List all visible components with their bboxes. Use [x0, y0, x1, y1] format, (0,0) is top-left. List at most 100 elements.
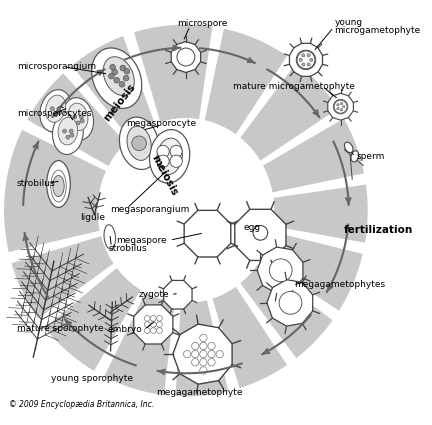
Circle shape	[310, 58, 313, 62]
Text: microsporocytes: microsporocytes	[17, 110, 92, 119]
Circle shape	[208, 351, 215, 358]
Circle shape	[299, 58, 302, 62]
Text: egg: egg	[244, 224, 261, 232]
Circle shape	[279, 292, 302, 314]
Circle shape	[119, 82, 125, 87]
Circle shape	[216, 351, 223, 358]
Ellipse shape	[98, 119, 273, 302]
Circle shape	[110, 64, 115, 70]
Circle shape	[80, 119, 84, 123]
Wedge shape	[60, 62, 186, 210]
Circle shape	[253, 226, 268, 240]
Polygon shape	[257, 247, 303, 294]
Circle shape	[334, 100, 347, 113]
Circle shape	[200, 367, 207, 374]
Wedge shape	[186, 52, 299, 210]
Circle shape	[120, 65, 126, 71]
Circle shape	[302, 54, 305, 57]
Circle shape	[208, 343, 215, 350]
Text: strobilus: strobilus	[17, 178, 56, 188]
Polygon shape	[267, 280, 313, 326]
Circle shape	[58, 111, 62, 115]
Ellipse shape	[149, 130, 190, 183]
Ellipse shape	[92, 48, 142, 108]
Text: mature microgametophyte: mature microgametophyte	[233, 82, 355, 91]
Wedge shape	[16, 116, 186, 210]
Ellipse shape	[51, 170, 66, 202]
Circle shape	[66, 135, 70, 139]
Wedge shape	[186, 210, 299, 369]
Text: zygote: zygote	[139, 290, 170, 299]
Circle shape	[307, 63, 310, 66]
Circle shape	[192, 343, 199, 350]
Ellipse shape	[119, 117, 159, 170]
Wedge shape	[186, 210, 372, 255]
Ellipse shape	[53, 112, 83, 154]
Text: megasporocyte: megasporocyte	[127, 119, 197, 128]
Text: megagametophyte: megagametophyte	[156, 388, 243, 397]
Text: microgametophyte: microgametophyte	[334, 26, 421, 35]
Circle shape	[51, 107, 54, 111]
Circle shape	[340, 108, 343, 111]
Text: microsporangium: microsporangium	[17, 62, 96, 71]
Text: embryo: embryo	[108, 325, 143, 334]
Text: sperm: sperm	[357, 152, 385, 161]
Ellipse shape	[58, 117, 78, 145]
Circle shape	[208, 359, 215, 366]
Circle shape	[144, 322, 150, 327]
Ellipse shape	[333, 99, 348, 114]
Polygon shape	[173, 324, 232, 384]
Circle shape	[192, 351, 199, 358]
Ellipse shape	[45, 95, 66, 122]
Text: megasporangium: megasporangium	[111, 205, 190, 214]
Ellipse shape	[5, 25, 367, 396]
Wedge shape	[33, 210, 186, 332]
Circle shape	[132, 136, 146, 150]
Circle shape	[144, 315, 150, 321]
Circle shape	[269, 259, 292, 282]
Text: megagametophytes: megagametophytes	[294, 280, 385, 289]
Circle shape	[297, 51, 315, 69]
Ellipse shape	[103, 57, 134, 96]
Circle shape	[307, 54, 310, 57]
Circle shape	[150, 328, 156, 333]
Circle shape	[184, 351, 191, 358]
Wedge shape	[186, 210, 241, 395]
Circle shape	[200, 334, 207, 342]
Text: meiosis: meiosis	[149, 153, 179, 197]
Ellipse shape	[104, 225, 115, 249]
Circle shape	[337, 108, 339, 110]
Text: strobilus: strobilus	[108, 244, 147, 253]
Circle shape	[76, 121, 80, 125]
Polygon shape	[134, 305, 173, 344]
Circle shape	[177, 48, 195, 66]
Ellipse shape	[68, 103, 88, 130]
Circle shape	[123, 75, 129, 81]
Circle shape	[124, 68, 130, 74]
Wedge shape	[186, 105, 349, 210]
Circle shape	[108, 73, 114, 79]
Ellipse shape	[63, 98, 93, 140]
Circle shape	[70, 133, 74, 137]
Circle shape	[170, 145, 182, 158]
Circle shape	[79, 115, 83, 119]
Text: ligule: ligule	[80, 213, 105, 222]
Circle shape	[73, 115, 77, 119]
Circle shape	[302, 63, 305, 66]
Polygon shape	[171, 42, 200, 73]
Circle shape	[200, 343, 207, 350]
Circle shape	[144, 328, 150, 333]
Text: microspore: microspore	[177, 19, 227, 28]
Text: mature sporophyte: mature sporophyte	[17, 324, 104, 333]
Text: young sporophyte: young sporophyte	[51, 374, 133, 383]
Circle shape	[150, 322, 156, 327]
Ellipse shape	[157, 138, 182, 175]
Circle shape	[156, 328, 162, 333]
Circle shape	[156, 315, 162, 321]
Circle shape	[54, 113, 58, 117]
Circle shape	[112, 69, 118, 75]
Wedge shape	[186, 23, 225, 210]
Ellipse shape	[40, 90, 71, 132]
Circle shape	[69, 129, 73, 133]
Circle shape	[156, 322, 162, 327]
